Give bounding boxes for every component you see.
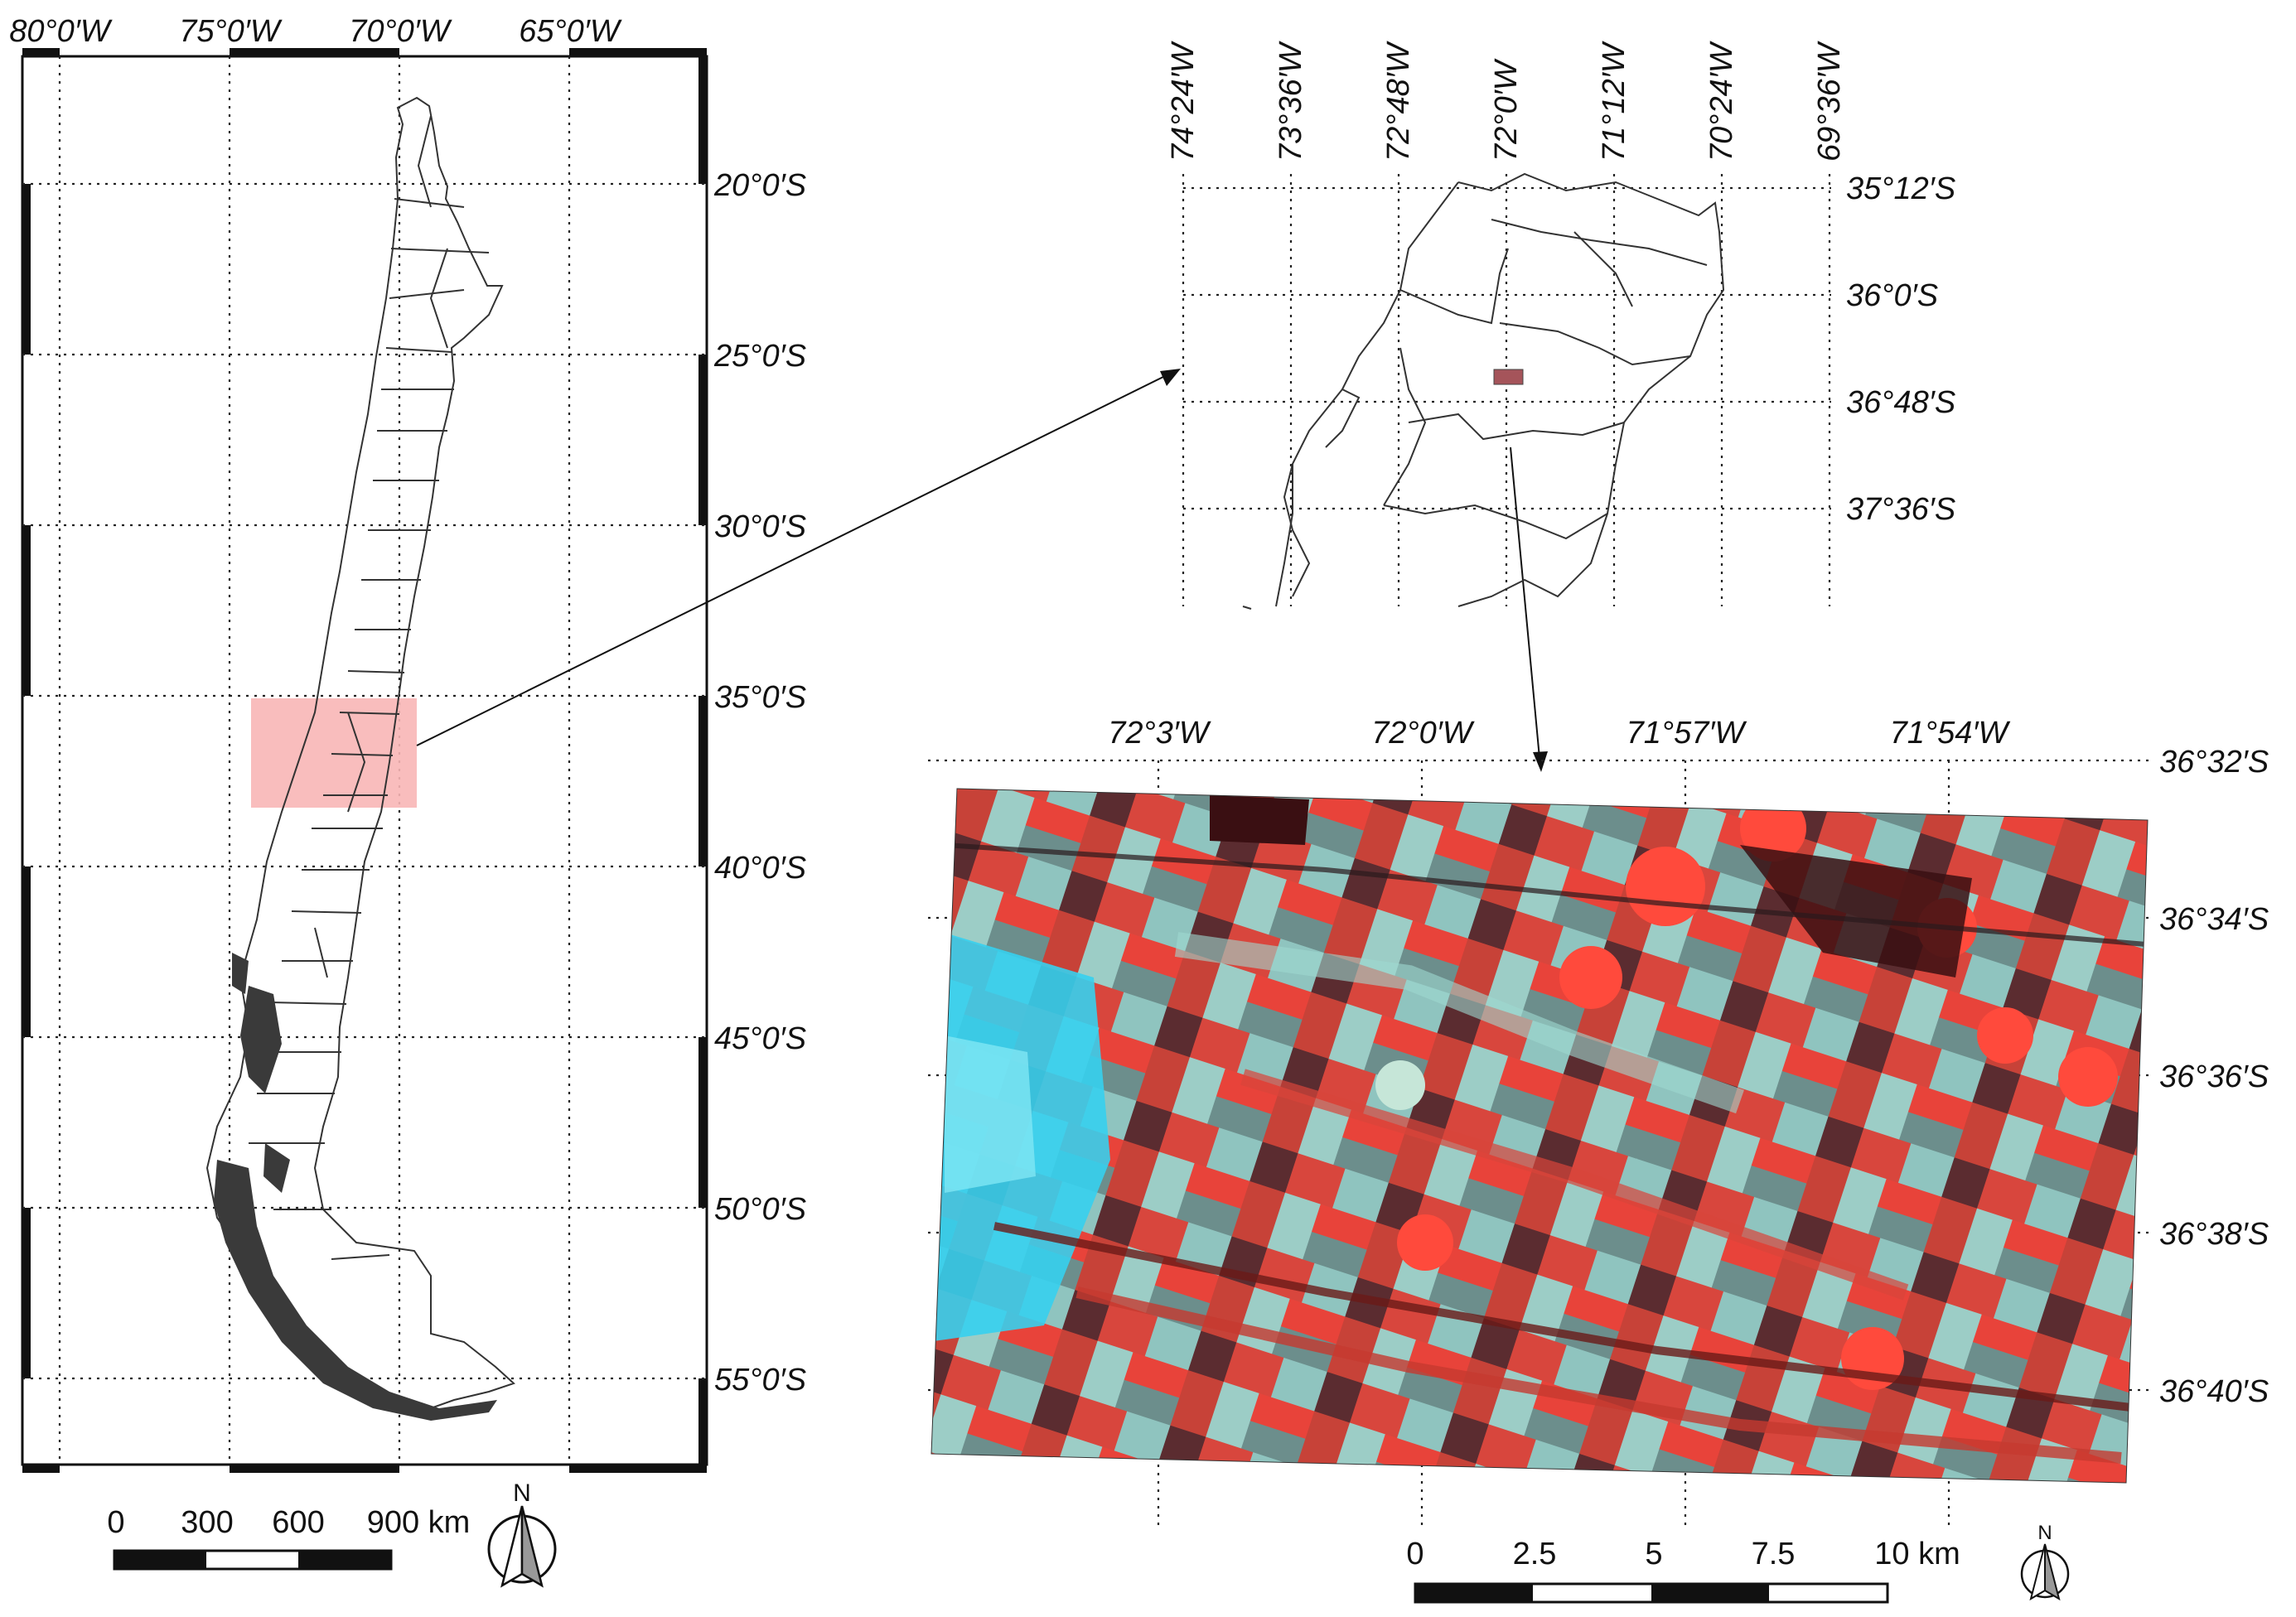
region-lat-label: 37°36′S	[1846, 492, 1955, 527]
overview-lat-label: 45°0′S	[714, 1021, 806, 1056]
svg-text:N: N	[513, 1479, 531, 1507]
overview-frame-ticks	[22, 48, 707, 1473]
study-lat-labels: 36°32′S 36°34′S 36°36′S 36°38′S 36°40′S	[2159, 745, 2269, 1409]
region-graticule	[1182, 174, 1831, 606]
overview-lat-label: 25°0′S	[713, 339, 806, 374]
scalebar-label: 0	[1406, 1537, 1424, 1571]
study-lat-label: 36°34′S	[2159, 902, 2269, 937]
region-lon-label: 70°24′W	[1704, 41, 1739, 162]
overview-lat-label: 50°0′S	[714, 1192, 806, 1227]
region-lat-label: 35°12′S	[1846, 171, 1955, 206]
country-outline	[205, 96, 515, 1410]
study-region-highlight	[251, 698, 417, 808]
study-lon-label: 72°3′W	[1108, 716, 1211, 751]
region-lon-label: 71°12′W	[1597, 41, 1631, 162]
scalebar-label: 5	[1645, 1537, 1662, 1571]
overview-lon-labels: 80°0′W 75°0′W 70°0′W 65°0′W	[9, 14, 622, 49]
overview-lon-label: 80°0′W	[9, 14, 113, 49]
region-lon-label: 72°0′W	[1489, 58, 1524, 162]
overview-lat-label: 20°0′S	[713, 168, 806, 203]
study-lon-label: 71°57′W	[1627, 716, 1747, 751]
scalebar-label: 7.5	[1752, 1537, 1796, 1571]
study-lat-label: 36°38′S	[2159, 1217, 2269, 1252]
region-borders	[1242, 172, 1725, 610]
southern-archipelago	[214, 953, 497, 1421]
study-lat-label: 36°40′S	[2159, 1374, 2269, 1409]
region-lon-label: 74°24′W	[1166, 41, 1201, 162]
false-color-satellite-image	[931, 789, 2148, 1483]
study-lat-label: 36°32′S	[2159, 745, 2269, 780]
overview-lat-label: 35°0′S	[714, 680, 806, 715]
region-lon-label: 72°48′W	[1381, 41, 1416, 162]
region-lon-label: 69°36′W	[1812, 41, 1847, 162]
svg-text:N: N	[2037, 1522, 2052, 1544]
connector-arrows	[416, 369, 1548, 772]
overview-lon-label: 75°0′W	[179, 14, 283, 49]
study-scalebar: 0 2.5 5 7.5 10 km	[1406, 1537, 1960, 1604]
region-lat-labels: 35°12′S 36°0′S 36°48′S 37°36′S	[1846, 171, 1955, 527]
study-lat-label: 36°36′S	[2159, 1059, 2269, 1094]
study-area-thumbnail	[1493, 369, 1524, 385]
scalebar-label: 600	[272, 1505, 324, 1540]
overview-lat-label: 30°0′S	[714, 509, 806, 544]
region-lon-labels: 74°24′W 73°36′W 72°48′W 72°0′W 71°12′W 7…	[1166, 41, 1847, 162]
region-map	[1182, 172, 1831, 610]
overview-lat-label: 40°0′S	[714, 851, 806, 886]
scalebar-label: 10 km	[1874, 1537, 1960, 1571]
overview-map	[21, 48, 708, 1473]
scalebar-label: 0	[107, 1505, 124, 1540]
overview-north-arrow-icon: N	[487, 1479, 557, 1588]
scalebar-label: 300	[181, 1505, 233, 1540]
overview-lon-label: 70°0′W	[349, 14, 452, 49]
region-borders	[249, 115, 490, 1260]
region-lon-label: 73°36′W	[1274, 41, 1308, 162]
scalebar-label: 900 km	[367, 1505, 471, 1540]
overview-lat-labels: 20°0′S 25°0′S 30°0′S 35°0′S 40°0′S 45°0′…	[713, 168, 806, 1397]
region-lat-label: 36°48′S	[1846, 385, 1955, 420]
study-area-map	[928, 759, 2154, 1528]
region-lat-label: 36°0′S	[1846, 278, 1938, 313]
overview-lat-label: 55°0′S	[714, 1363, 806, 1397]
overview-lon-label: 65°0′W	[519, 14, 622, 49]
overview-scalebar: 0 300 600 900 km	[107, 1505, 471, 1571]
study-lon-label: 72°0′W	[1371, 716, 1475, 751]
study-north-arrow-icon: N	[2020, 1522, 2070, 1601]
scalebar-label: 2.5	[1513, 1537, 1557, 1571]
study-lon-label: 71°54′W	[1890, 716, 2011, 751]
study-lon-labels: 72°3′W 72°0′W 71°57′W 71°54′W	[1108, 716, 2010, 751]
